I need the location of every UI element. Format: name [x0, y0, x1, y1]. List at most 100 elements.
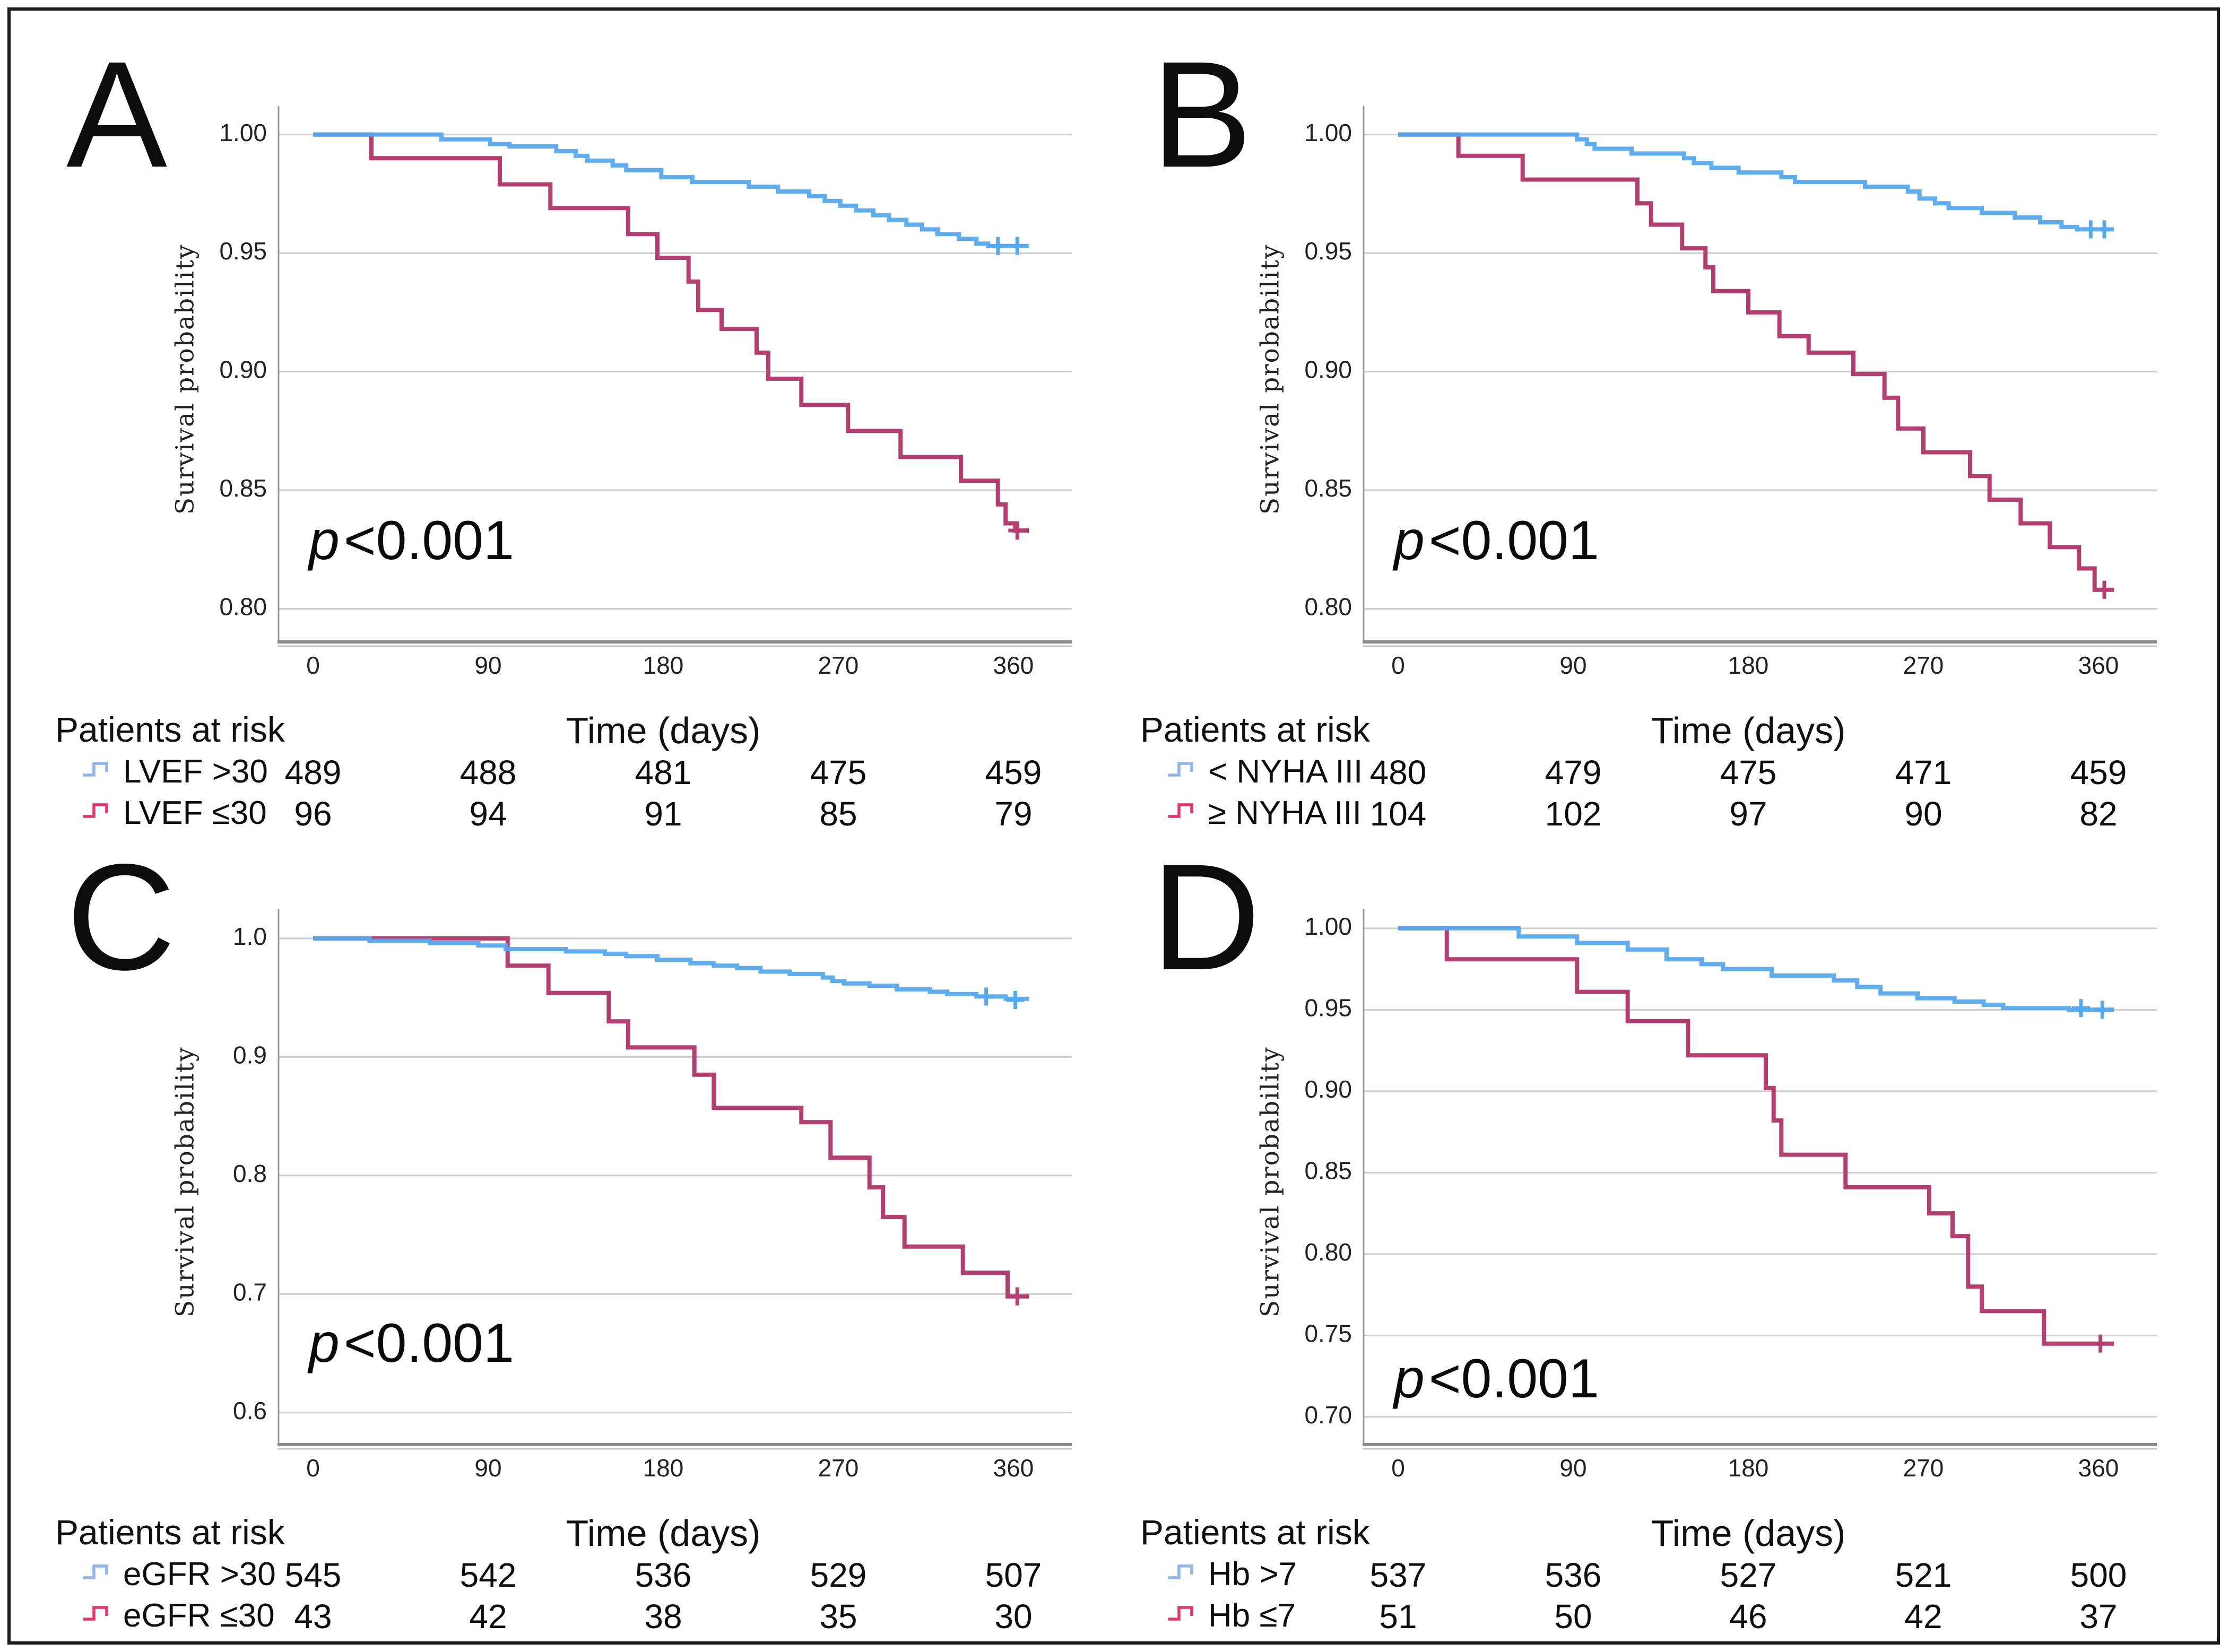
- panel-b-label: B: [1151, 30, 1253, 199]
- svg-text:0: 0: [1391, 651, 1405, 679]
- risk-count: 537: [1369, 1556, 1427, 1594]
- risk-count: 471: [1895, 753, 1952, 792]
- step-legend-icon: [83, 803, 108, 818]
- risk-count: 91: [644, 795, 682, 833]
- risk-count: 480: [1369, 753, 1427, 792]
- panel-b: B Survival probability 1.00 0.95 0.90 0.85 0…: [1122, 35, 2215, 836]
- p-value: p<0.001: [1394, 509, 1599, 572]
- step-legend-icon: [83, 762, 108, 777]
- svg-text:0.75: 0.75: [1304, 1319, 1352, 1347]
- svg-text:0.80: 0.80: [1304, 593, 1352, 621]
- figure-border: A Survival probability 1.00 0.95 0.90 0.85 0…: [7, 7, 2220, 1645]
- svg-text:270: 270: [1903, 1454, 1944, 1482]
- risk-row: LVEF ≤30 96 94 91 85 79: [37, 794, 1130, 833]
- step-legend-icon: [1168, 762, 1193, 777]
- svg-text:270: 270: [818, 651, 859, 679]
- svg-text:0.90: 0.90: [1304, 1075, 1352, 1103]
- svg-text:270: 270: [818, 1454, 859, 1482]
- svg-text:0.95: 0.95: [1304, 994, 1352, 1021]
- patients-at-risk-title: Patients at risk: [1140, 710, 1370, 749]
- p-value-text: <0.001: [1428, 1348, 1599, 1410]
- risk-count: 82: [2079, 795, 2118, 833]
- risk-row: eGFR >30 545 542 536 529 507: [37, 1555, 1130, 1595]
- svg-text:0.7: 0.7: [233, 1278, 267, 1306]
- svg-text:0.9: 0.9: [233, 1041, 267, 1068]
- p-value: p<0.001: [1394, 1347, 1599, 1411]
- km-plot-c: 1.0 0.9 0.8 0.7 0.6 0 90 180 270 360: [233, 909, 1072, 1482]
- risk-count: 459: [2070, 753, 2127, 792]
- risk-count: 85: [819, 795, 857, 833]
- svg-text:360: 360: [2078, 651, 2119, 679]
- step-legend-icon: [83, 1606, 108, 1621]
- svg-text:0.85: 0.85: [219, 474, 267, 502]
- risk-count: 481: [635, 753, 692, 792]
- risk-row-label: LVEF ≤30: [123, 795, 267, 831]
- risk-row-label: < NYHA III: [1208, 753, 1363, 790]
- p-value: p<0.001: [309, 509, 514, 572]
- p-value-text: <0.001: [343, 510, 514, 571]
- risk-count: 94: [469, 795, 507, 833]
- svg-text:0.85: 0.85: [1304, 474, 1352, 502]
- risk-count: 46: [1729, 1597, 1767, 1636]
- p-value-symbol: p: [1394, 1348, 1425, 1410]
- risk-count: 102: [1545, 795, 1602, 833]
- svg-text:90: 90: [474, 651, 501, 679]
- panel-a-label: A: [66, 30, 168, 199]
- svg-text:90: 90: [1559, 651, 1586, 679]
- risk-row-label: eGFR ≤30: [123, 1597, 275, 1634]
- svg-text:0.95: 0.95: [219, 237, 267, 265]
- x-axis-title: Time (days): [1651, 710, 1846, 751]
- x-axis-title: Time (days): [1651, 1512, 1846, 1554]
- risk-count: 507: [985, 1556, 1042, 1594]
- panel-d-label: D: [1151, 833, 1261, 1002]
- svg-text:0: 0: [306, 651, 320, 679]
- svg-text:180: 180: [1728, 651, 1769, 679]
- risk-row: LVEF >30 489 488 481 475 459: [37, 753, 1130, 792]
- risk-count: 542: [459, 1556, 517, 1594]
- risk-count: 30: [994, 1597, 1033, 1636]
- svg-text:90: 90: [1559, 1454, 1586, 1482]
- step-legend-icon: [1168, 1606, 1193, 1621]
- panel-d: D Survival probability 1.00 0.95 0.90 0.85 0…: [1122, 838, 2215, 1638]
- panel-c-label: C: [66, 833, 176, 1002]
- patients-at-risk-title: Patients at risk: [55, 710, 285, 749]
- p-value-text: <0.001: [1428, 510, 1599, 571]
- svg-text:0.6: 0.6: [233, 1397, 267, 1424]
- panel-a: A Survival probability 1.00 0.95 0.90 0.85 0…: [37, 35, 1130, 836]
- svg-text:360: 360: [993, 651, 1034, 679]
- svg-text:1.00: 1.00: [1304, 119, 1352, 146]
- step-legend-icon: [1168, 1564, 1193, 1579]
- p-value: p<0.001: [309, 1312, 514, 1375]
- step-legend-icon: [1168, 803, 1193, 818]
- risk-count: 35: [819, 1597, 857, 1636]
- risk-row-label: Hb ≤7: [1208, 1597, 1296, 1634]
- svg-text:90: 90: [474, 1454, 501, 1482]
- risk-count: 104: [1369, 795, 1427, 833]
- risk-count: 527: [1720, 1556, 1777, 1594]
- risk-row: Hb ≤7 51 50 46 42 37: [1122, 1597, 2215, 1636]
- risk-row-label: Hb >7: [1208, 1556, 1297, 1593]
- risk-row: Hb >7 537 536 527 521 500: [1122, 1555, 2215, 1595]
- svg-text:0.90: 0.90: [1304, 356, 1352, 384]
- risk-count: 459: [985, 753, 1042, 792]
- risk-count: 545: [284, 1556, 342, 1594]
- svg-text:360: 360: [2078, 1454, 2119, 1482]
- svg-text:0.70: 0.70: [1304, 1401, 1352, 1429]
- svg-text:0.90: 0.90: [219, 356, 267, 384]
- risk-count: 475: [810, 753, 867, 792]
- risk-row: < NYHA III 480 479 475 471 459: [1122, 753, 2215, 792]
- km-plot-b: 1.00 0.95 0.90 0.85 0.80 0 90 180 270 360: [1304, 106, 2157, 679]
- risk-row-label: eGFR >30: [123, 1556, 276, 1593]
- risk-count: 96: [294, 795, 332, 833]
- panel-c: C Survival probability 1.0 0.9 0.8 0.7 0.6 0 9…: [37, 838, 1130, 1638]
- x-axis-title: Time (days): [566, 1512, 761, 1554]
- svg-text:270: 270: [1903, 651, 1944, 679]
- risk-count: 43: [294, 1597, 332, 1636]
- svg-text:0.8: 0.8: [233, 1160, 267, 1187]
- risk-count: 42: [1904, 1597, 1942, 1636]
- svg-text:360: 360: [993, 1454, 1034, 1482]
- risk-count: 97: [1729, 795, 1767, 833]
- p-value-text: <0.001: [343, 1312, 514, 1374]
- risk-count: 79: [994, 795, 1033, 833]
- risk-count: 536: [635, 1556, 692, 1594]
